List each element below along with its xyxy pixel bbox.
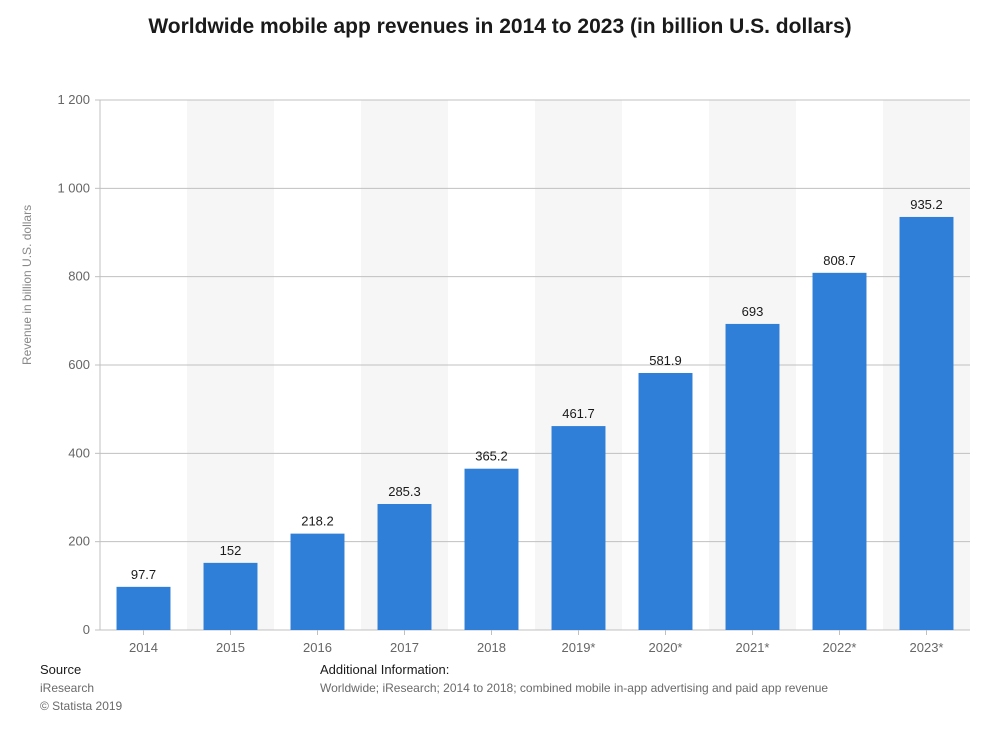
svg-text:1 000: 1 000: [57, 180, 90, 195]
svg-text:2022*: 2022*: [823, 640, 857, 655]
svg-text:2017: 2017: [390, 640, 419, 655]
svg-text:2020*: 2020*: [649, 640, 683, 655]
svg-text:152: 152: [220, 543, 242, 558]
svg-text:0: 0: [83, 622, 90, 637]
svg-text:400: 400: [68, 445, 90, 460]
copyright-text: © Statista 2019: [40, 697, 260, 715]
svg-text:935.2: 935.2: [910, 197, 943, 212]
svg-text:2021*: 2021*: [736, 640, 770, 655]
svg-text:285.3: 285.3: [388, 484, 421, 499]
chart-area: 02004006008001 0001 20097.72014152201521…: [100, 100, 970, 630]
svg-text:2014: 2014: [129, 640, 158, 655]
svg-text:808.7: 808.7: [823, 253, 856, 268]
svg-text:218.2: 218.2: [301, 514, 334, 529]
svg-text:1 200: 1 200: [57, 92, 90, 107]
chart-title: Worldwide mobile app revenues in 2014 to…: [0, 15, 1000, 39]
svg-text:600: 600: [68, 357, 90, 372]
svg-text:581.9: 581.9: [649, 353, 682, 368]
svg-text:2023*: 2023*: [910, 640, 944, 655]
svg-text:800: 800: [68, 269, 90, 284]
source-heading: Source: [40, 662, 260, 677]
y-axis-label: Revenue in billion U.S. dollars: [20, 205, 34, 365]
bar-chart-svg: 02004006008001 0001 20097.72014152201521…: [100, 100, 970, 700]
svg-text:2016: 2016: [303, 640, 332, 655]
svg-text:200: 200: [68, 534, 90, 549]
svg-text:365.2: 365.2: [475, 449, 508, 464]
source-text: iResearch: [40, 679, 260, 697]
svg-text:97.7: 97.7: [131, 567, 156, 582]
additional-info-heading: Additional Information:: [320, 662, 828, 677]
additional-info-text: Worldwide; iResearch; 2014 to 2018; comb…: [320, 679, 828, 697]
svg-text:693: 693: [742, 304, 764, 319]
svg-text:2015: 2015: [216, 640, 245, 655]
chart-footer: Source iResearch © Statista 2019 Additio…: [40, 662, 960, 715]
svg-text:461.7: 461.7: [562, 406, 595, 421]
svg-text:2019*: 2019*: [562, 640, 596, 655]
svg-text:2018: 2018: [477, 640, 506, 655]
